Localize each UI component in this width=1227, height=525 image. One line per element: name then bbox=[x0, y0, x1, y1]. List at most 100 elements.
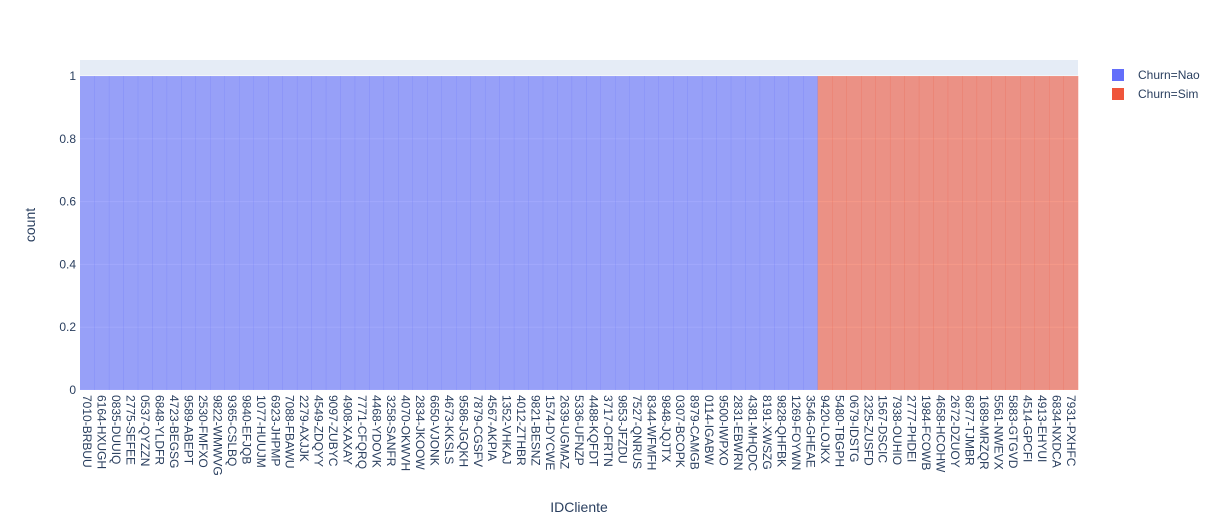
bar bbox=[918, 76, 934, 391]
x-tick-label: 7879-CGSFV bbox=[471, 395, 485, 467]
x-tick-label: 9828-QHFBK bbox=[774, 395, 788, 467]
bar bbox=[933, 76, 949, 391]
bar bbox=[152, 76, 168, 391]
bar bbox=[499, 76, 515, 391]
x-tick-label: 5480-TBGPH bbox=[832, 395, 846, 467]
x-tick-label: 5883-GTGVD bbox=[1006, 395, 1020, 469]
x-tick-label: 4723-BEGSG bbox=[167, 395, 181, 468]
bar bbox=[701, 76, 717, 391]
x-tick-label: 9822-WMWVG bbox=[210, 395, 224, 476]
x-tick-label: 1574-DYCWE bbox=[543, 395, 557, 470]
bar bbox=[904, 76, 920, 391]
bar bbox=[456, 76, 471, 391]
bar bbox=[832, 76, 847, 391]
bar bbox=[759, 76, 775, 391]
bar bbox=[571, 76, 587, 391]
bar bbox=[629, 76, 645, 391]
x-tick-label: 9589-ABEPT bbox=[181, 395, 195, 466]
x-tick-label: 3258-SANFR bbox=[384, 395, 398, 467]
x-tick-label: 9097-ZUBYC bbox=[326, 395, 340, 467]
bar bbox=[325, 76, 341, 391]
bar bbox=[181, 76, 197, 391]
x-tick-label: 4549-ZDQYY bbox=[312, 395, 326, 467]
legend-swatch bbox=[1112, 88, 1124, 100]
x-tick-label: 9586-JGQKH bbox=[456, 395, 470, 467]
x-tick-label: 5336-UFNZP bbox=[572, 395, 586, 466]
bar bbox=[427, 76, 442, 391]
x-tick-label: 2834-JKOOW bbox=[413, 395, 427, 470]
bar bbox=[210, 76, 225, 391]
x-tick-label: 6923-JHPMP bbox=[268, 395, 282, 466]
bar bbox=[557, 76, 573, 391]
x-tick-label: 6834-NXDCA bbox=[1049, 395, 1063, 468]
y-tick-label: 1 bbox=[69, 69, 76, 83]
x-tick-label: 9853-JFZDU bbox=[615, 395, 629, 464]
bar bbox=[311, 76, 327, 391]
bar bbox=[528, 76, 544, 391]
bar bbox=[889, 76, 905, 391]
x-tick-label: 1352-VHKAJ bbox=[500, 395, 514, 464]
bar bbox=[369, 76, 385, 391]
x-tick-label: 7938-OUHIO bbox=[890, 395, 904, 465]
bar bbox=[340, 76, 356, 391]
bar bbox=[947, 76, 963, 391]
bar bbox=[615, 76, 630, 391]
x-tick-label: 4567-AKPIA bbox=[485, 395, 499, 461]
x-tick-label: 9848-JQJTX bbox=[659, 395, 673, 462]
x-tick-label: 1984-FCOWB bbox=[919, 395, 933, 470]
x-tick-label: 6650-VJONK bbox=[427, 395, 441, 466]
bar bbox=[774, 76, 790, 391]
bar bbox=[745, 76, 761, 391]
x-tick-label: 1077-HUUJM bbox=[254, 395, 268, 468]
bar bbox=[123, 76, 139, 391]
x-tick-label: 6877-TJMBR bbox=[963, 395, 977, 466]
bar bbox=[644, 76, 659, 391]
x-tick-label: 7088-FBAWU bbox=[283, 395, 297, 469]
bar bbox=[673, 76, 688, 391]
bar bbox=[108, 76, 124, 391]
x-tick-label: 4488-KQFDT bbox=[586, 395, 600, 467]
bar bbox=[586, 76, 601, 391]
bar bbox=[441, 76, 457, 391]
y-tick-label: 0 bbox=[69, 383, 76, 397]
y-axis-title: count bbox=[22, 208, 38, 242]
x-tick-label: 2777-PHDEI bbox=[905, 395, 919, 462]
x-tick-label: 4012-ZTHBR bbox=[514, 395, 528, 466]
bar bbox=[991, 76, 1006, 391]
bar bbox=[803, 76, 818, 391]
x-tick-label: 7931-PXHFC bbox=[1064, 395, 1078, 467]
bar bbox=[600, 76, 616, 391]
bar bbox=[383, 76, 399, 391]
x-tick-label: 0835-DUUIQ bbox=[109, 395, 123, 464]
bar bbox=[513, 76, 529, 391]
bar bbox=[846, 76, 862, 391]
y-tick-label: 0.8 bbox=[59, 132, 76, 146]
x-tick-label: 2639-UGMAZ bbox=[558, 395, 572, 469]
bar bbox=[788, 76, 804, 391]
x-tick-label: 6164-HXUGH bbox=[95, 395, 109, 469]
bar bbox=[94, 76, 110, 391]
bar bbox=[875, 76, 891, 391]
y-tick-label: 0.2 bbox=[59, 320, 76, 334]
bar bbox=[1020, 76, 1035, 391]
bar bbox=[658, 76, 674, 391]
bar bbox=[817, 76, 833, 391]
x-tick-label: 0537-QYZZN bbox=[138, 395, 152, 466]
bar bbox=[137, 76, 153, 391]
bar bbox=[268, 76, 283, 391]
x-tick-label: 4908-XAXAY bbox=[341, 395, 355, 465]
bar bbox=[412, 76, 428, 391]
bar bbox=[687, 76, 703, 391]
x-tick-label: 4673-KKSLS bbox=[442, 395, 456, 464]
x-tick-label: 5561-NWEVX bbox=[991, 395, 1005, 470]
x-tick-label: 2325-ZUSFD bbox=[861, 395, 875, 466]
x-tick-label: 2831-EBWRN bbox=[731, 395, 745, 470]
legend-swatch bbox=[1112, 69, 1124, 81]
bar bbox=[470, 76, 486, 391]
x-tick-label: 4468-YDOVK bbox=[370, 395, 384, 468]
bar bbox=[861, 76, 876, 391]
bar bbox=[730, 76, 746, 391]
x-tick-label: 3546-GHEAE bbox=[803, 395, 817, 468]
x-tick-label: 9840-EFJQB bbox=[239, 395, 253, 464]
